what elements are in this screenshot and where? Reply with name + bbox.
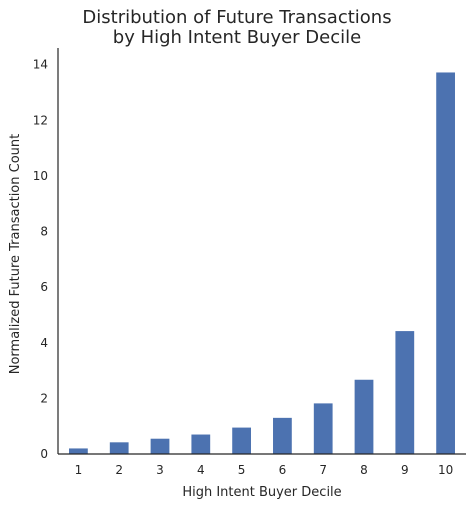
x-tick-label-7: 7 xyxy=(319,463,327,477)
x-tick-label-4: 4 xyxy=(197,463,205,477)
bars-group xyxy=(69,72,455,454)
y-tick-label-2: 2 xyxy=(40,391,48,405)
chart-title-line-2: by High Intent Buyer Decile xyxy=(112,27,362,48)
y-tick-label-10: 10 xyxy=(33,169,48,183)
y-tick-label-0: 0 xyxy=(40,447,48,461)
y-axis-label: Normalized Future Transaction Count xyxy=(8,134,23,375)
x-tick-label-1: 1 xyxy=(75,463,83,477)
bar-decile-7 xyxy=(313,403,333,454)
bar-decile-9 xyxy=(395,331,415,454)
y-tick-label-12: 12 xyxy=(33,113,48,127)
x-tick-label-2: 2 xyxy=(115,463,123,477)
x-tick-label-8: 8 xyxy=(360,463,368,477)
x-tick-label-5: 5 xyxy=(238,463,246,477)
y-tick-label-8: 8 xyxy=(40,225,48,239)
bar-decile-10 xyxy=(436,72,455,454)
y-tick-label-14: 14 xyxy=(33,58,48,72)
chart-title-line-1: Distribution of Future Transactions xyxy=(82,7,392,28)
y-tick-label-4: 4 xyxy=(40,336,48,350)
bar-decile-2 xyxy=(109,442,129,454)
bar-decile-3 xyxy=(150,438,170,454)
bar-decile-1 xyxy=(69,448,88,454)
x-tick-label-9: 9 xyxy=(401,463,409,477)
x-axis-ticks: 1 2 3 4 5 6 7 8 9 10 xyxy=(75,463,454,477)
bar-decile-8 xyxy=(354,379,374,454)
bar-decile-6 xyxy=(273,417,292,454)
x-axis-label: High Intent Buyer Decile xyxy=(182,485,341,500)
y-axis-ticks: 0 2 4 6 8 10 12 14 xyxy=(33,58,48,461)
y-tick-label-6: 6 xyxy=(40,280,48,294)
x-tick-label-3: 3 xyxy=(156,463,164,477)
bar-decile-4 xyxy=(191,434,211,454)
x-tick-label-10: 10 xyxy=(438,463,453,477)
bar-decile-5 xyxy=(232,427,251,454)
x-tick-label-6: 6 xyxy=(279,463,287,477)
